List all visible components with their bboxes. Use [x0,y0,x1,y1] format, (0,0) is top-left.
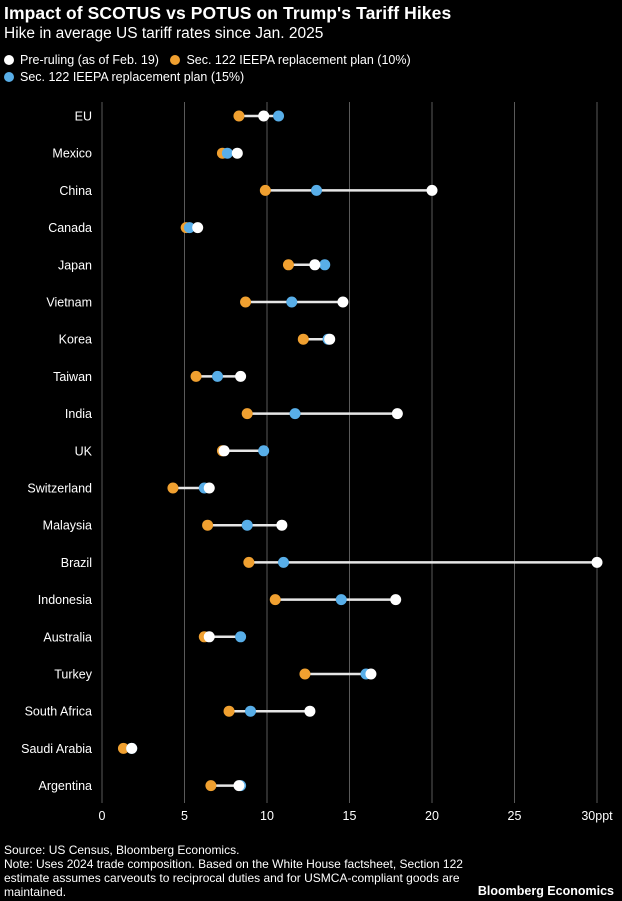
point-sec122-10-brazil [243,556,255,568]
point-sec122-10-turkey [299,668,311,680]
brand-label: Bloomberg Economics [477,884,614,898]
point-pre-ruling-saudi-arabia [126,742,138,754]
category-label-china: China [59,184,92,198]
category-label-eu: EU [75,110,92,124]
chart-footnote: Source: US Census, Bloomberg Economics. … [4,843,474,899]
point-sec122-10-japan [282,259,294,271]
x-tick-label-10: 10 [260,809,274,823]
point-pre-ruling-eu [258,110,270,122]
point-sec122-15-australia [235,631,247,643]
point-pre-ruling-china [426,184,438,196]
category-label-saudi-arabia: Saudi Arabia [21,742,92,756]
category-label-switzerland: Switzerland [27,482,92,496]
point-sec122-10-south-africa [223,705,235,717]
point-sec122-15-eu [273,110,285,122]
point-pre-ruling-argentina [233,780,245,792]
point-sec122-10-argentina [205,780,217,792]
point-pre-ruling-switzerland [203,482,215,494]
point-sec122-15-vietnam [286,296,298,308]
legend-marker-sec122-10 [170,55,181,65]
x-tick-label-5: 5 [181,809,188,823]
category-label-indonesia: Indonesia [38,593,92,607]
category-label-korea: Korea [59,333,92,347]
point-sec122-15-canada [183,222,195,234]
category-label-south-africa: South Africa [25,705,92,719]
point-sec122-10-vietnam [240,296,252,308]
category-label-turkey: Turkey [54,668,92,682]
category-label-japan: Japan [58,258,92,272]
x-tick-label-30: 30ppt [581,809,613,823]
category-label-malaysia: Malaysia [43,519,92,533]
chart-title: Impact of SCOTUS vs POTUS on Trump's Tar… [4,3,452,23]
legend-item-pre-ruling: Pre-ruling (as of Feb. 19) [4,52,159,68]
category-label-uk: UK [75,444,93,458]
point-pre-ruling-korea [324,333,336,345]
x-tick-label-20: 20 [425,809,439,823]
point-sec122-15-japan [319,259,331,271]
point-pre-ruling-vietnam [337,296,349,308]
point-sec122-10-indonesia [269,594,281,606]
x-tick-label-25: 25 [508,809,522,823]
point-sec122-10-taiwan [190,370,202,382]
point-sec122-15-china [311,184,322,196]
chart-subtitle: Hike in average US tariff rates since Ja… [4,25,324,42]
category-label-australia: Australia [43,630,92,644]
point-pre-ruling-turkey [365,668,377,680]
point-sec122-15-taiwan [212,370,223,382]
point-pre-ruling-mexico [231,147,243,159]
point-pre-ruling-indonesia [390,594,402,606]
category-label-mexico: Mexico [52,147,92,161]
note-text: Note: Uses 2024 trade composition. Based… [4,857,463,899]
point-pre-ruling-canada [192,222,204,234]
legend-item-sec122-15: Sec. 122 IEEPA replacement plan (15%) [4,69,244,85]
source-text: Source: US Census, Bloomberg Economics. [4,843,240,857]
point-sec122-10-korea [297,333,309,345]
legend-marker-pre-ruling [4,55,14,65]
point-sec122-15-uk [258,445,270,457]
point-sec122-10-china [259,184,271,196]
category-label-india: India [65,407,92,421]
point-pre-ruling-japan [309,259,321,271]
category-label-taiwan: Taiwan [53,370,92,384]
legend-label-pre-ruling: Pre-ruling (as of Feb. 19) [20,53,159,67]
point-pre-ruling-taiwan [235,370,247,382]
category-label-vietnam: Vietnam [46,296,92,310]
category-label-argentina: Argentina [38,779,92,793]
point-sec122-10-eu [233,110,245,122]
legend-label-sec122-15: Sec. 122 IEEPA replacement plan (15%) [20,70,245,84]
point-pre-ruling-south-africa [304,705,316,717]
legend-item-sec122-10: Sec. 122 IEEPA replacement plan (10%) [170,52,411,68]
point-sec122-10-saudi-arabia [117,742,129,754]
category-label-brazil: Brazil [61,556,92,570]
point-pre-ruling-uk [218,445,230,457]
point-sec122-15-india [289,408,301,420]
category-label-canada: Canada [48,221,92,235]
point-pre-ruling-india [391,408,403,420]
point-sec122-10-malaysia [202,519,214,531]
point-sec122-15-mexico [221,147,233,159]
point-sec122-15-indonesia [335,594,347,606]
point-sec122-10-india [241,408,253,420]
point-sec122-10-switzerland [167,482,179,494]
point-pre-ruling-malaysia [276,519,288,531]
chart-legend: Pre-ruling (as of Feb. 19) Sec. 122 IEEP… [4,52,604,86]
x-tick-label-0: 0 [99,809,106,823]
point-sec122-15-malaysia [241,519,253,531]
point-sec122-15-brazil [278,556,289,568]
point-pre-ruling-brazil [591,556,603,568]
point-sec122-15-south-africa [245,705,256,717]
x-tick-label-15: 15 [343,809,357,823]
legend-label-sec122-10: Sec. 122 IEEPA replacement plan (10%) [186,53,411,67]
point-pre-ruling-australia [203,631,215,643]
legend-marker-sec122-15 [4,72,14,82]
